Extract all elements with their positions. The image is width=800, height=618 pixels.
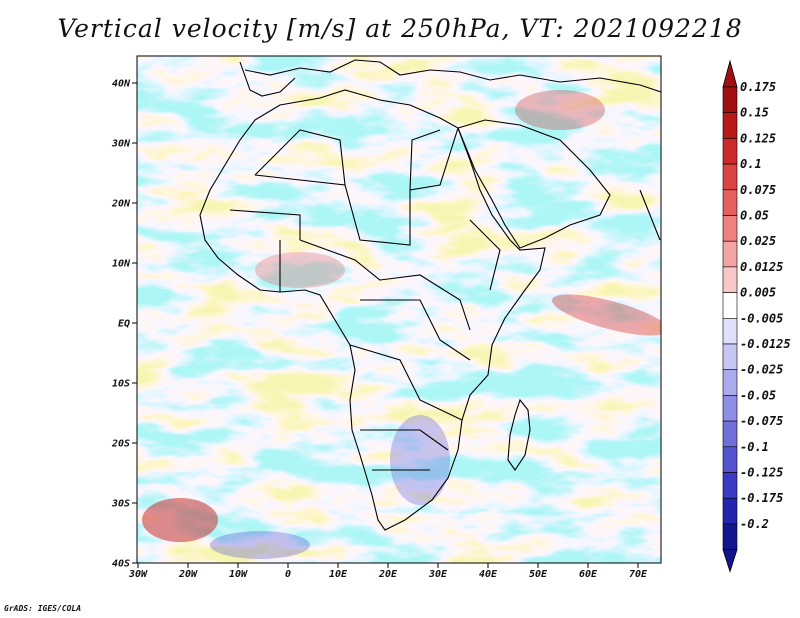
colorbar-swatch xyxy=(722,163,738,191)
lat-label: 40N xyxy=(112,79,131,90)
lon-label: 30E xyxy=(428,569,448,580)
colorbar-swatch xyxy=(722,112,738,139)
colorbar-label: -0.175 xyxy=(740,491,783,505)
coastlines xyxy=(199,59,661,531)
colorbar-label: -0.1 xyxy=(740,440,769,454)
colorbar-label: -0.125 xyxy=(740,466,783,480)
lat-label: 30S xyxy=(111,499,130,510)
colorbar-swatch xyxy=(722,86,738,114)
lon-label: 20E xyxy=(378,569,398,580)
map-title: Vertical velocity [m/s] at 250hPa, VT: 2… xyxy=(57,14,743,43)
lat-label: 20S xyxy=(111,439,130,450)
lat-label: 40S xyxy=(112,559,130,570)
colorbar-label: -0.075 xyxy=(740,414,783,428)
colorbar-label: -0.2 xyxy=(740,517,769,531)
latitude-axis: 40N 30N 20N 10N EQ 10S 20S 30S 40S xyxy=(111,79,137,570)
colorbar-label: 0.0125 xyxy=(740,260,783,274)
lon-label: 70E xyxy=(629,569,648,580)
colorbar-swatch xyxy=(722,240,738,268)
lon-label: 40E xyxy=(479,569,498,580)
colorbar-swatch xyxy=(722,343,738,371)
colorbar-label: -0.005 xyxy=(740,311,783,325)
colorbar-swatch xyxy=(722,497,738,525)
colorbar-label: 0.05 xyxy=(740,209,769,223)
colorbar-label: 0.005 xyxy=(740,286,776,300)
colorbar-label: 0.025 xyxy=(740,234,776,248)
colorbar-label: 0.1 xyxy=(740,157,762,171)
colorbar-label: 0.175 xyxy=(740,80,776,94)
lon-label: 30W xyxy=(128,569,148,580)
lon-label: 10E xyxy=(329,569,348,580)
lon-label: 10W xyxy=(229,569,248,580)
colorbar-label: -0.05 xyxy=(740,388,776,402)
lon-label: 50E xyxy=(529,569,548,580)
colorbar-swatch xyxy=(722,523,738,550)
colorbar-label: 0.15 xyxy=(740,106,769,120)
map-frame xyxy=(136,55,662,564)
lat-label: 10S xyxy=(112,379,130,390)
colorbar-swatch xyxy=(722,215,738,242)
lon-label: 60E xyxy=(579,569,598,580)
colorbar-swatch xyxy=(722,395,738,422)
colorbar-swatch xyxy=(722,446,738,473)
longitude-axis: 30W 20W 10W 0 10E 20E 30E 40E 50E 60E 70E xyxy=(128,563,648,580)
colorbar-label: -0.0125 xyxy=(740,337,791,351)
colorbar-swatch xyxy=(722,317,738,345)
colorbar-swatch xyxy=(722,266,738,293)
colorbar-bottom-arrow xyxy=(722,549,738,573)
colorbar-swatch xyxy=(722,420,738,448)
lat-label: 10N xyxy=(112,259,131,270)
lat-label: 20N xyxy=(111,199,131,210)
velocity-field xyxy=(137,56,661,563)
lon-label: 0 xyxy=(285,569,291,580)
colorbar-swatch xyxy=(722,189,738,216)
lat-label: 30N xyxy=(111,139,131,150)
colorbar-label: 0.075 xyxy=(740,183,776,197)
colorbar-swatch xyxy=(722,292,738,319)
lat-label: EQ xyxy=(118,319,130,330)
grads-credit: GrADS: IGES/COLA xyxy=(4,604,82,613)
colorbar-label: -0.025 xyxy=(740,363,783,377)
colorbar-swatch xyxy=(722,138,738,165)
colorbar-label: 0.125 xyxy=(740,131,776,145)
colorbar-top-arrow xyxy=(722,59,738,88)
colorbar: 0.175 0.15 0.125 0.1 0.075 0.05 0.025 0.0125 0.0… xyxy=(722,59,791,573)
lon-label: 20W xyxy=(178,569,198,580)
colorbar-swatch xyxy=(722,369,738,396)
colorbar-swatch xyxy=(722,472,738,499)
